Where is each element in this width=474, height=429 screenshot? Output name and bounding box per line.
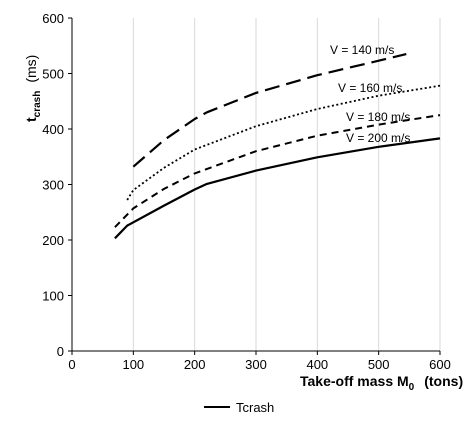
series-label: V = 200 m/s bbox=[346, 131, 410, 145]
x-axis-title-main: Take-off mass M bbox=[300, 373, 409, 389]
x-tick-label: 300 bbox=[245, 357, 267, 372]
series-label: V = 160 m/s bbox=[338, 81, 402, 95]
series-labels: V = 140 m/s V = 160 m/s V = 180 m/s V = 200… bbox=[330, 43, 410, 145]
x-tick-label: 500 bbox=[368, 357, 390, 372]
y-axis-title: tcrash (ms) bbox=[23, 55, 43, 122]
y-tick-label: 500 bbox=[42, 67, 64, 82]
series-label: V = 140 m/s bbox=[330, 43, 394, 57]
y-tick-label: 600 bbox=[42, 11, 64, 26]
series-line bbox=[114, 114, 441, 228]
x-tick-label: 600 bbox=[429, 357, 451, 372]
series-label: V = 180 m/s bbox=[346, 110, 410, 124]
y-axis-title-main: t bbox=[23, 117, 39, 122]
y-tick-label: 100 bbox=[42, 289, 64, 304]
legend: Tcrash bbox=[204, 400, 274, 415]
x-tick-label: 100 bbox=[122, 357, 144, 372]
x-tick-labels: 0 100 200 300 400 500 600 bbox=[68, 357, 450, 372]
x-axis-title: Take-off mass M0 (tons) bbox=[300, 373, 463, 393]
y-axis-title-sub: crash bbox=[32, 91, 43, 118]
legend-label: Tcrash bbox=[236, 400, 274, 415]
y-axis-title-unit: (ms) bbox=[23, 55, 39, 83]
y-tick-label: 0 bbox=[57, 344, 64, 359]
series-line bbox=[114, 137, 441, 240]
vertical-gridlines bbox=[68, 17, 441, 355]
y-tick-label: 400 bbox=[42, 122, 64, 137]
x-tick-label: 200 bbox=[184, 357, 206, 372]
series-line bbox=[132, 53, 407, 168]
series-lines bbox=[114, 53, 441, 240]
x-axis-title-sub: 0 bbox=[409, 382, 415, 393]
x-tick-label: 400 bbox=[306, 357, 328, 372]
axes bbox=[71, 18, 440, 352]
series-line bbox=[126, 84, 441, 201]
y-tick-label: 200 bbox=[42, 233, 64, 248]
y-tick-labels: 0 100 200 300 400 500 600 bbox=[42, 11, 64, 359]
x-tick-label: 0 bbox=[68, 357, 75, 372]
y-tick-label: 300 bbox=[42, 178, 64, 193]
x-axis-title-unit: (tons) bbox=[424, 373, 463, 389]
